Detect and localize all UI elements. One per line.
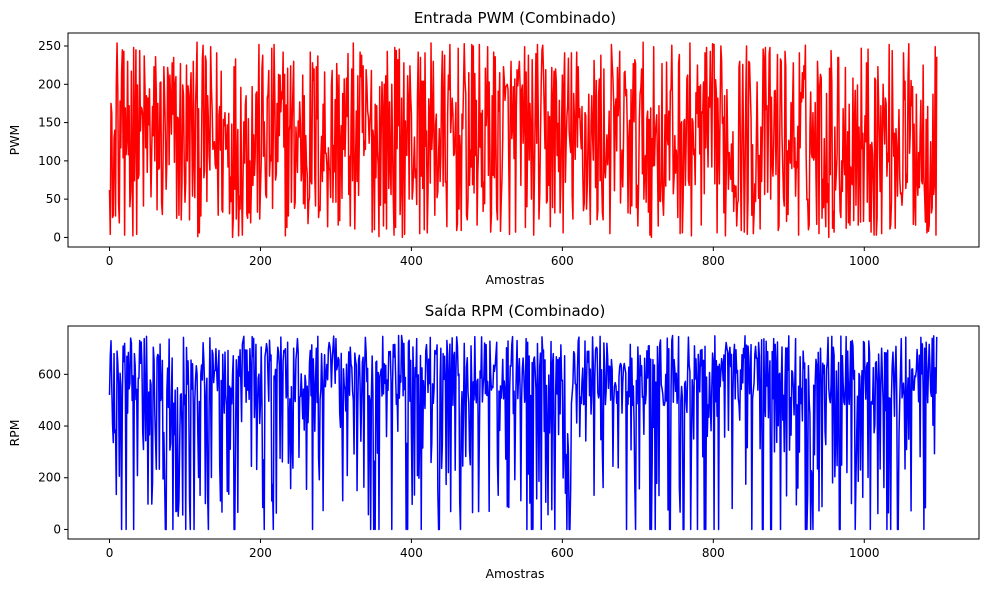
series-line bbox=[108, 41, 938, 239]
chart-pwm: Entrada PWM (Combinado) 0 200 400 600 800 100… bbox=[7, 9, 980, 287]
x-tick-label: 0 bbox=[106, 546, 114, 560]
y-tick-label: 0 bbox=[53, 230, 61, 244]
y-tick-label: 200 bbox=[38, 471, 61, 485]
y-tick-label: 50 bbox=[46, 192, 61, 206]
x-tick-label: 600 bbox=[551, 546, 574, 560]
x-tick-label: 600 bbox=[551, 254, 574, 268]
x-tick-label: 200 bbox=[249, 254, 272, 268]
series-rpm bbox=[108, 334, 938, 531]
chart-rpm: Saída RPM (Combinado) 0 200 400 600 800 1000 … bbox=[7, 302, 980, 581]
y-axis-ticks: 0 50 100 150 200 250 bbox=[38, 39, 68, 244]
x-tick-label: 800 bbox=[702, 254, 725, 268]
series-line bbox=[108, 334, 938, 531]
y-axis-label: RPM bbox=[7, 419, 22, 446]
y-axis-label: PWM bbox=[7, 125, 22, 156]
chart-title: Entrada PWM (Combinado) bbox=[414, 9, 616, 27]
x-axis-ticks: 0 200 400 600 800 1000 bbox=[106, 247, 880, 268]
y-tick-label: 150 bbox=[38, 116, 61, 130]
x-tick-label: 1000 bbox=[849, 254, 880, 268]
x-tick-label: 200 bbox=[249, 546, 272, 560]
y-axis-ticks: 0 200 400 600 bbox=[38, 367, 68, 536]
y-tick-label: 0 bbox=[53, 522, 61, 536]
y-tick-label: 400 bbox=[38, 419, 61, 433]
y-tick-label: 600 bbox=[38, 367, 61, 381]
x-axis-ticks: 0 200 400 600 800 1000 bbox=[106, 539, 880, 560]
x-tick-label: 400 bbox=[400, 254, 423, 268]
x-tick-label: 800 bbox=[702, 546, 725, 560]
y-tick-label: 250 bbox=[38, 39, 61, 53]
plot-frame bbox=[67, 32, 980, 248]
x-axis-label: Amostras bbox=[485, 566, 544, 581]
plot-frame bbox=[67, 325, 980, 540]
chart-title: Saída RPM (Combinado) bbox=[425, 302, 606, 320]
y-tick-label: 200 bbox=[38, 77, 61, 91]
series-pwm bbox=[108, 41, 938, 239]
y-tick-label: 100 bbox=[38, 154, 61, 168]
x-tick-label: 0 bbox=[106, 254, 114, 268]
x-axis-label: Amostras bbox=[485, 272, 544, 287]
x-tick-label: 400 bbox=[400, 546, 423, 560]
x-tick-label: 1000 bbox=[849, 546, 880, 560]
